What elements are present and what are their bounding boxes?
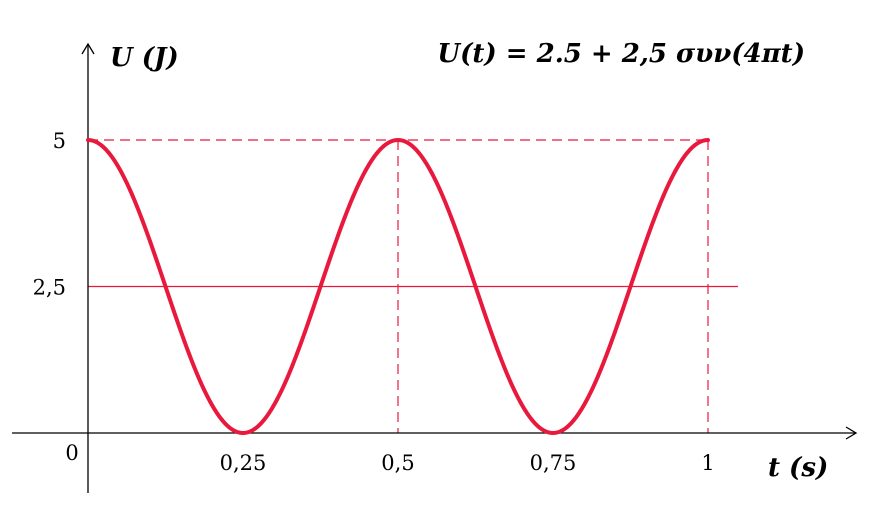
x-tick-labels: 0,25 0,5 0,75 1 — [220, 451, 715, 475]
vertical-guides — [397, 140, 709, 433]
origin-label: 0 — [65, 441, 78, 465]
x-axis-label: t (s) — [768, 453, 828, 483]
x-tick-label-0: 0,25 — [220, 451, 267, 475]
x-tick-label-3: 1 — [701, 451, 714, 475]
x-tick-label-2: 0,75 — [530, 451, 577, 475]
y-tick-labels: 52,5 — [33, 129, 66, 300]
y-tick-label-0: 5 — [53, 129, 66, 153]
y-axis-arrow — [81, 42, 95, 55]
y-tick-label-1: 2,5 — [33, 276, 66, 300]
series-line — [86, 138, 710, 435]
x-tick-label-1: 0,5 — [381, 451, 414, 475]
y-axis-label: U (J) — [110, 43, 179, 73]
chart-formula: U(t) = 2.5 + 2,5 συν(4πt) — [437, 39, 805, 69]
x-axis-arrow — [845, 426, 858, 440]
